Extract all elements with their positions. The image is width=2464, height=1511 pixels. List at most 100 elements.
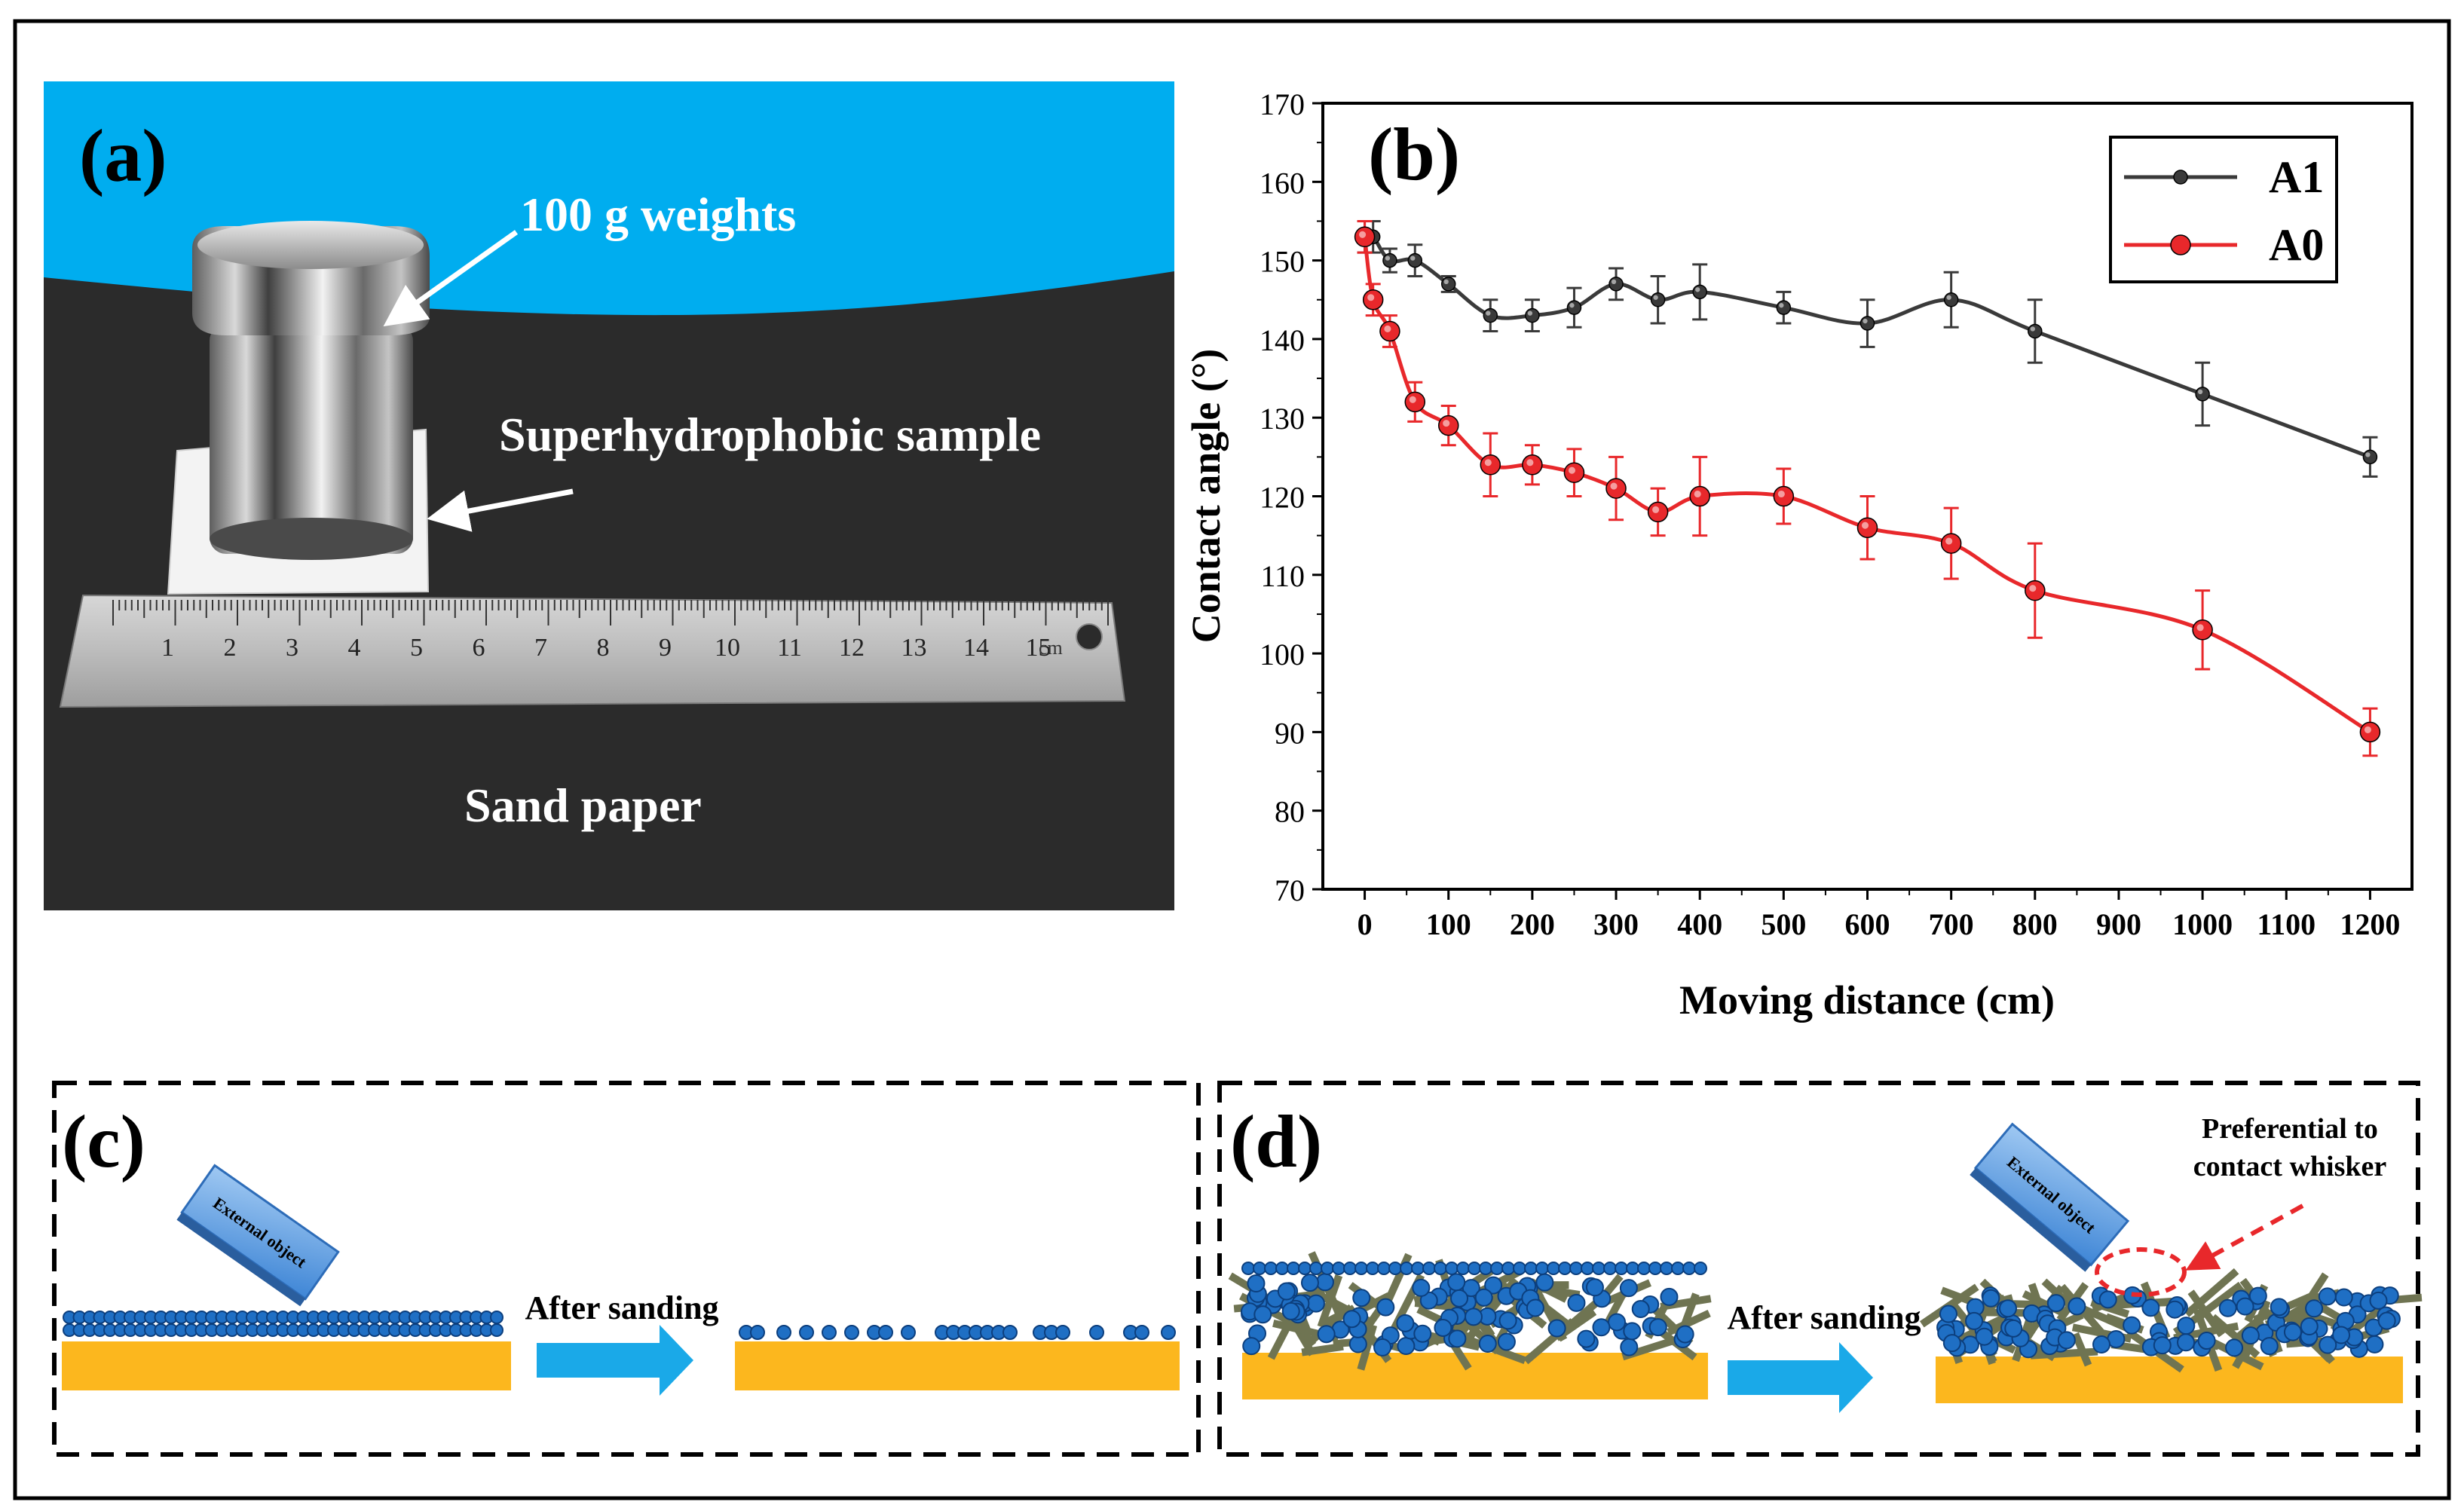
- weights-pointer-arrow: [383, 230, 519, 327]
- nanoparticle: [1434, 1318, 1452, 1337]
- legend-label: A1: [2269, 152, 2324, 202]
- x-tick-label: 300: [1593, 907, 1639, 941]
- nanoparticle: [901, 1325, 916, 1340]
- data-point: [1943, 292, 1959, 307]
- nanoparticle: [1277, 1282, 1296, 1301]
- weights-label: 100 g weights: [520, 188, 796, 241]
- whisker: [1357, 1324, 1378, 1371]
- nanoparticle: [1547, 1319, 1566, 1338]
- data-point-highlight: [1611, 279, 1617, 285]
- panel-c-schematic: (c) External object After sanding: [52, 1081, 1201, 1457]
- nanoparticle: [1524, 1262, 1538, 1275]
- nanoparticle: [1942, 1334, 1961, 1353]
- ruler-number: 3: [286, 634, 298, 662]
- nanoparticle: [1342, 1310, 1361, 1329]
- nanoparticle: [1400, 1262, 1413, 1275]
- data-point: [2195, 387, 2210, 402]
- nanoparticle: [1592, 1318, 1611, 1337]
- nanoparticle: [822, 1325, 837, 1340]
- substrate-d-before: [1242, 1353, 1708, 1399]
- x-tick-label: 1100: [2257, 907, 2316, 941]
- sand-paper-label: Sand paper: [464, 778, 702, 832]
- nanoparticle: [2260, 1337, 2279, 1356]
- nanoparticle: [1281, 1301, 1300, 1320]
- substrate-before: [62, 1341, 511, 1390]
- y-tick-label: 70: [1275, 873, 1305, 907]
- nanoparticle: [1982, 1289, 2000, 1308]
- data-point-highlight: [1695, 287, 1700, 292]
- nanoparticle: [799, 1325, 814, 1340]
- nanoparticle: [1412, 1278, 1431, 1297]
- outer-frame: [13, 19, 2451, 1500]
- legend-box: [2109, 136, 2338, 283]
- nanoparticle: [2057, 1331, 2076, 1350]
- x-tick-label: 700: [1929, 907, 1974, 941]
- nanoparticle: [1376, 1298, 1395, 1317]
- nanoparticle: [1306, 1294, 1325, 1313]
- y-tick-label: 130: [1260, 402, 1305, 436]
- data-point-highlight: [1568, 466, 1576, 474]
- nanoparticle: [1998, 1299, 2017, 1318]
- after-sanding-label-c: After sanding: [525, 1289, 718, 1326]
- data-point-highlight: [2030, 326, 2035, 332]
- nanoparticle: [1422, 1262, 1436, 1275]
- nanoparticle: [490, 1323, 504, 1337]
- nanoparticle: [1253, 1305, 1272, 1324]
- ruler-number: 14: [963, 634, 989, 662]
- nanoparticle: [2318, 1287, 2337, 1306]
- nanoparticle: [2248, 1286, 2267, 1305]
- data-point-highlight: [1861, 522, 1869, 529]
- ruler-number: 7: [534, 634, 547, 662]
- nanoparticle: [1608, 1313, 1627, 1332]
- data-point-highlight: [1486, 310, 1491, 316]
- data-point-highlight: [1569, 303, 1575, 308]
- nanoparticle: [1343, 1262, 1357, 1275]
- data-point: [1776, 300, 1792, 315]
- preferential-note-line2: contact whisker: [2193, 1151, 2387, 1182]
- ruler-number: 11: [777, 634, 802, 662]
- external-object-icon: External object: [176, 1164, 340, 1307]
- whisker: [1267, 1324, 1291, 1360]
- nanoparticle: [1676, 1325, 1694, 1344]
- nanoparticle: [1253, 1262, 1266, 1275]
- data-point-highlight: [1777, 490, 1785, 498]
- nanoparticle: [2153, 1336, 2172, 1355]
- nanoparticle: [2046, 1294, 2065, 1313]
- nanoparticle: [1388, 1262, 1402, 1275]
- data-point-highlight: [2365, 452, 2371, 457]
- nanoparticle: [1490, 1262, 1504, 1275]
- nanoparticle: [2197, 1332, 2216, 1350]
- nanoparticle: [1315, 1273, 1334, 1292]
- whisker: [1660, 1295, 1712, 1311]
- x-tick-label: 800: [2013, 907, 2058, 941]
- nanoparticle: [2092, 1335, 2111, 1354]
- nanoparticle: [490, 1311, 504, 1324]
- x-tick-label: 100: [1426, 907, 1471, 941]
- nanoparticle: [1366, 1262, 1379, 1275]
- nanoparticle: [1623, 1322, 1642, 1341]
- nanoparticle: [2177, 1317, 2196, 1335]
- nanoparticle: [1474, 1288, 1493, 1307]
- nanoparticle: [2166, 1300, 2184, 1319]
- nanoparticle: [1526, 1298, 1544, 1317]
- data-series: [1354, 219, 2381, 757]
- x-axis: 0 100 200 300 400 500 600 700 800 900 1000 1100 1200: [1357, 889, 2400, 941]
- nanoparticle: [1464, 1308, 1483, 1326]
- data-point-highlight: [1946, 295, 1951, 300]
- nanoparticle: [776, 1325, 791, 1340]
- whisker: [1559, 1293, 1606, 1335]
- nanoparticle: [1577, 1329, 1596, 1348]
- nanoparticle: [1456, 1262, 1470, 1275]
- nanoparticle: [1497, 1332, 1516, 1351]
- nanoparticle: [2141, 1298, 2160, 1317]
- nanoparticle: [1498, 1311, 1517, 1330]
- nanoparticle: [1317, 1325, 1336, 1344]
- data-point: [1440, 277, 1456, 292]
- ruler-number: 12: [839, 634, 865, 662]
- nanoparticle: [1603, 1262, 1617, 1275]
- data-point: [1407, 252, 1423, 268]
- nanoparticle: [1332, 1262, 1345, 1275]
- ruler-number: 6: [473, 634, 485, 662]
- data-point-highlight: [1385, 255, 1391, 261]
